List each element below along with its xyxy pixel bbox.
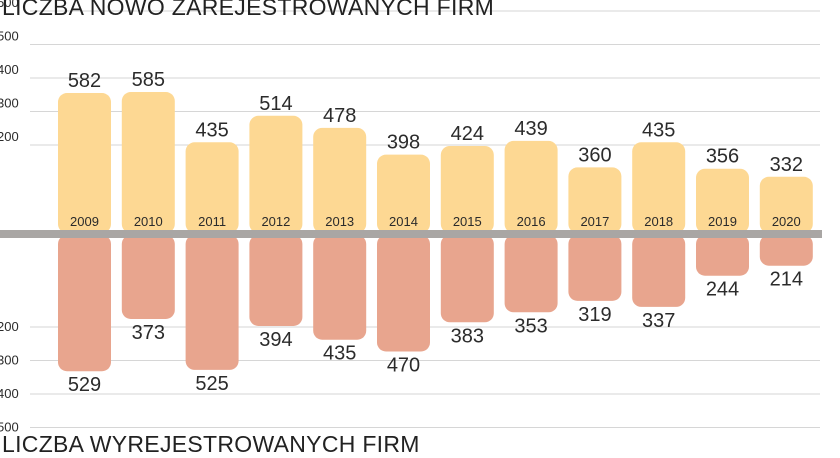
data-label-deregistered: 244 [706, 279, 739, 301]
bar-deregistered [696, 235, 749, 276]
bar-registered [313, 127, 367, 233]
bar-deregistered [185, 235, 239, 370]
data-label-deregistered: 373 [132, 322, 165, 344]
data-label-deregistered: 383 [451, 325, 484, 347]
data-label-registered: 439 [514, 118, 547, 140]
x-category-label: 2010 [134, 214, 163, 229]
x-category-label: 2014 [389, 214, 418, 229]
x-category-label: 2015 [453, 214, 482, 229]
x-category-label: 2017 [580, 214, 609, 229]
bar-deregistered [759, 235, 813, 266]
y-tick-label-upper: 200 [0, 129, 19, 144]
bar-registered [504, 140, 558, 233]
bar-registered [185, 142, 239, 233]
bar-registered [121, 92, 175, 234]
bar-registered [377, 154, 430, 233]
registered-bars [58, 92, 813, 234]
data-label-deregistered: 337 [642, 310, 675, 332]
y-tick-label-lower: 500 [0, 420, 19, 435]
data-label-deregistered: 353 [514, 315, 547, 337]
zero-axis-line [0, 230, 822, 238]
data-label-registered: 360 [578, 144, 611, 166]
x-category-label: 2018 [644, 214, 673, 229]
data-label-registered: 435 [195, 119, 228, 141]
data-label-registered: 398 [387, 132, 420, 154]
chart-title-registered: LICZBA NOWO ZAREJESTROWANYCH FIRM [2, 0, 495, 20]
data-labels: 582 2009 529 585 2010 373 435 2011 525 514 2012 394… [68, 69, 803, 396]
data-label-deregistered: 470 [387, 354, 420, 376]
y-axis-tick-labels: 600500400300200200300400500600 [0, 0, 19, 435]
bar-deregistered [249, 235, 303, 326]
zero-axis-band [0, 230, 822, 238]
y-tick-label-lower: 200 [0, 319, 19, 334]
bar-registered [58, 93, 111, 233]
y-tick-label-upper: 300 [0, 96, 19, 111]
data-label-registered: 585 [132, 69, 165, 91]
bar-registered [696, 168, 749, 233]
bar-registered [568, 167, 622, 233]
data-label-deregistered: 394 [259, 329, 292, 351]
bar-deregistered [377, 235, 430, 352]
data-label-deregistered: 529 [68, 374, 101, 396]
data-label-deregistered: 525 [195, 373, 228, 395]
bar-deregistered [632, 235, 686, 307]
data-label-registered: 332 [770, 154, 803, 176]
y-tick-label-lower: 400 [0, 386, 19, 401]
bar-deregistered [568, 235, 622, 301]
bar-deregistered [121, 235, 175, 319]
bar-deregistered [504, 235, 558, 313]
chart-title-deregistered: LICZBA WYREJESTROWANYCH FIRM [2, 431, 420, 457]
bar-deregistered [58, 235, 111, 372]
bar-registered [440, 145, 494, 233]
x-category-label: 2019 [708, 214, 737, 229]
y-tick-label-upper: 400 [0, 62, 19, 77]
data-label-registered: 424 [451, 123, 484, 145]
deregistered-bars [58, 235, 813, 372]
bar-registered [759, 176, 813, 233]
data-label-registered: 582 [68, 70, 101, 92]
data-label-deregistered: 435 [323, 343, 356, 365]
bar-deregistered [440, 235, 494, 323]
y-tick-label-upper: 500 [0, 29, 19, 44]
y-tick-label-lower: 300 [0, 353, 19, 368]
data-label-registered: 514 [259, 93, 292, 115]
bar-registered [632, 142, 686, 233]
x-category-label: 2012 [261, 214, 290, 229]
data-label-registered: 478 [323, 105, 356, 127]
data-label-registered: 435 [642, 119, 675, 141]
data-label-deregistered: 214 [770, 269, 803, 291]
bar-deregistered [313, 235, 367, 340]
bar-registered [249, 115, 303, 233]
x-category-label: 2020 [772, 214, 801, 229]
x-category-label: 2009 [70, 214, 99, 229]
x-category-label: 2013 [325, 214, 354, 229]
x-category-label: 2016 [517, 214, 546, 229]
y-tick-label-upper: 600 [0, 0, 19, 10]
x-category-label: 2011 [198, 214, 226, 229]
data-label-deregistered: 319 [578, 304, 611, 326]
data-label-registered: 356 [706, 146, 739, 168]
